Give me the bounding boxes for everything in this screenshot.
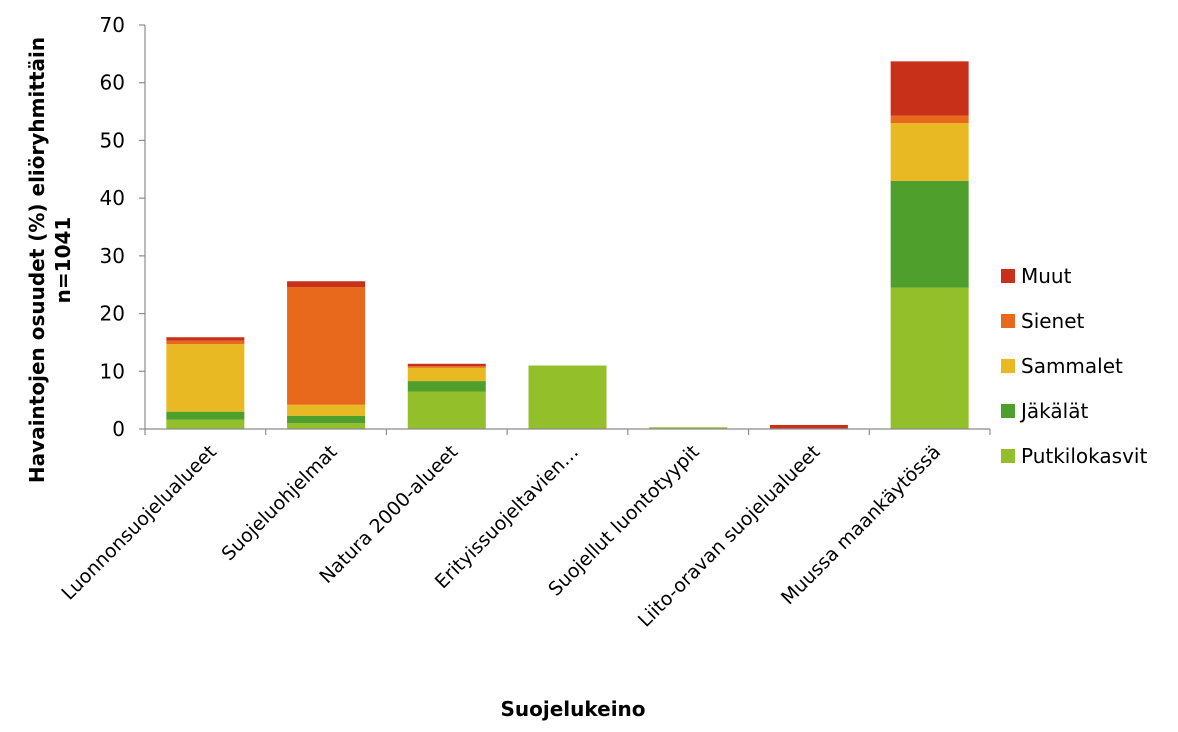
x-category-label: Luonnonsuojelualueet xyxy=(57,441,221,605)
bar-segment xyxy=(166,344,245,412)
bar-segment xyxy=(890,287,969,429)
x-category-label: Natura 2000-alueet xyxy=(315,441,462,588)
legend-label: Muut xyxy=(1021,264,1072,288)
bar-segment xyxy=(890,180,969,288)
bar-segment xyxy=(166,411,245,420)
y-axis-title-line2: n=1041 xyxy=(51,217,75,304)
bar-segment xyxy=(287,404,366,416)
bar-segment xyxy=(287,287,366,405)
y-tick-label: 10 xyxy=(100,359,125,383)
bar-segment xyxy=(287,423,366,429)
x-category-labels: LuonnonsuojelualueetSuojeluohjelmatNatur… xyxy=(57,441,945,632)
bar-segment xyxy=(287,415,366,424)
legend-label: Putkilokasvit xyxy=(1021,444,1147,468)
bar-segment xyxy=(769,424,848,429)
legend-label: Jäkälät xyxy=(1019,399,1088,423)
bar-segment xyxy=(407,367,486,382)
legend-swatch xyxy=(1001,449,1015,463)
bar-segment xyxy=(166,340,245,345)
legend-label: Sienet xyxy=(1021,309,1085,333)
bar-segment xyxy=(407,366,486,368)
bars-group xyxy=(166,61,969,429)
y-tick-label: 40 xyxy=(100,186,125,210)
y-tick-label: 60 xyxy=(100,71,125,95)
bar-segment xyxy=(407,381,486,392)
legend: Muut Sienet Sammalet Jäkälät Putkilokasvit xyxy=(1001,264,1147,468)
bar-segment xyxy=(890,123,969,181)
bar-segment xyxy=(890,61,969,116)
legend-swatch xyxy=(1001,404,1015,418)
bar-segment xyxy=(649,427,728,429)
legend-swatch xyxy=(1001,359,1015,373)
bar-segment xyxy=(407,363,486,367)
x-axis-title: Suojelukeino xyxy=(500,697,645,721)
bar-segment xyxy=(287,281,366,288)
legend-swatch xyxy=(1001,314,1015,328)
bar-segment xyxy=(166,419,245,429)
y-tick-label: 50 xyxy=(100,128,125,152)
bar-segment xyxy=(166,337,245,341)
bar-segment xyxy=(890,115,969,124)
y-tick-label: 20 xyxy=(100,302,125,326)
y-tick-label: 70 xyxy=(100,13,125,37)
y-tick-label: 30 xyxy=(100,244,125,268)
legend-label: Sammalet xyxy=(1021,354,1123,378)
axes-group xyxy=(139,24,991,435)
y-axis-title: Havaintojen osuudet (%) eliöryhmittäin xyxy=(25,37,49,483)
y-tick-labels: 0 10 20 30 40 50 60 70 xyxy=(100,13,125,441)
bar-segment xyxy=(528,365,607,429)
bar-segment xyxy=(407,391,486,429)
legend-swatch xyxy=(1001,269,1015,283)
x-category-label: Suojeluohjelmat xyxy=(217,441,341,565)
y-tick-label: 0 xyxy=(112,417,125,441)
